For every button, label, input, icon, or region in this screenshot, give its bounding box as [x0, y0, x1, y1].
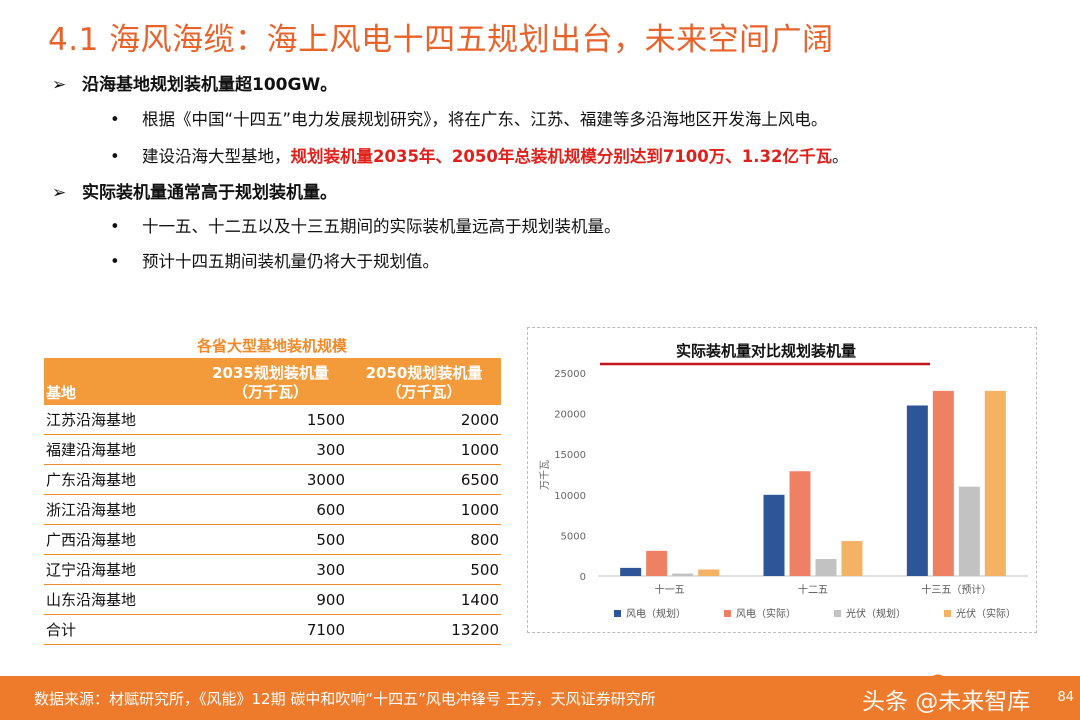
- column-header-2035: 2035规划装机量 （万千瓦）: [194, 358, 347, 405]
- table-cell-value: 300: [194, 554, 347, 585]
- y-tick-label: 15000: [554, 450, 586, 461]
- x-tick-label: 十三五（预计）: [921, 583, 991, 596]
- data-source: 数据来源：材赋研究所，《风能》12期 碳中和吹响“十四五”风电冲锋号 王芳，天风…: [34, 690, 656, 708]
- table-cell-base: 辽宁沿海基地: [44, 554, 194, 585]
- table-cell-base: 江苏沿海基地: [44, 405, 194, 435]
- table-cell-value: 13200: [347, 614, 501, 645]
- table-cell-value: 500: [347, 554, 501, 585]
- table-cell-value: 3000: [194, 464, 347, 495]
- chart-title: 实际装机量对比规划装机量: [676, 342, 856, 360]
- table-cell-value: 1400: [347, 584, 501, 615]
- table-cell-base: 山东沿海基地: [44, 584, 194, 615]
- bar-0-2: [672, 573, 694, 576]
- page-number: 84: [1057, 690, 1074, 705]
- bullet-item: • 建设沿海大型基地，规划装机量2035年、2050年总装机规模分别达到7100万…: [110, 147, 849, 166]
- base-capacity-table: 基地 2035规划装机量 （万千瓦） 2050规划装机量 （万千瓦） 江苏沿海基地 1…: [44, 358, 501, 645]
- table-caption: 各省大型基地装机规模: [196, 337, 347, 355]
- table-cell-value: 7100: [194, 614, 347, 645]
- bar-2-0: [906, 405, 928, 576]
- table-cell-value: 900: [194, 584, 347, 615]
- table-cell-value: 600: [194, 494, 347, 525]
- table-cell-base: 广东沿海基地: [44, 464, 194, 495]
- bar-2-1: [932, 390, 954, 576]
- table-cell-value: 500: [194, 524, 347, 555]
- bar-0-3: [698, 569, 720, 576]
- table-cell-value: 800: [347, 524, 501, 555]
- table-row: 福建沿海基地 300 1000: [44, 434, 501, 465]
- legend-label: 风电（规划）: [626, 607, 686, 620]
- capacity-comparison-chart: 实际装机量对比规划装机量 0 5000 10000 15000 20000 25000 万千瓦…: [527, 327, 1037, 633]
- bar-0-0: [620, 567, 642, 576]
- bullet-heading-1: ➢ 沿海基地规划装机量超100GW。: [52, 75, 338, 95]
- table-cell-value: 300: [194, 434, 347, 465]
- chart-svg: 实际装机量对比规划装机量 0 5000 10000 15000 20000 25000 万千瓦…: [539, 342, 1028, 620]
- bar-1-3: [841, 541, 863, 576]
- table-cell-value: 1500: [194, 405, 347, 435]
- legend-label: 光伏（规划）: [846, 607, 906, 620]
- table-header-row: 基地 2035规划装机量 （万千瓦） 2050规划装机量 （万千瓦）: [44, 358, 501, 405]
- column-header-base: 基地: [44, 358, 194, 405]
- y-axis-label: 万千瓦: [539, 460, 551, 490]
- table-row: 浙江沿海基地 600 1000: [44, 494, 501, 525]
- table-row: 合计 7100 13200: [44, 614, 501, 645]
- table-cell-value: 6500: [347, 464, 501, 495]
- dot-bullet-icon: •: [110, 147, 120, 166]
- table-cell-value: 2000: [347, 405, 501, 435]
- bar-1-0: [763, 494, 785, 576]
- bullet-item: • 十一五、十二五以及十三五期间的实际装机量远高于规划装机量。: [110, 217, 621, 236]
- y-tick-label: 20000: [554, 410, 586, 421]
- bar-1-1: [789, 471, 811, 576]
- table-cell-value: 1000: [347, 494, 501, 525]
- table-row: 广东沿海基地 3000 6500: [44, 464, 501, 495]
- bullet-item: • 根据《中国“十四五”电力发展规划研究》，将在广东、江苏、福建等多沿海地区开发海…: [110, 110, 828, 129]
- footer-bar: 数据来源：材赋研究所，《风能》12期 碳中和吹响“十四五”风电冲锋号 王芳，天风…: [0, 676, 1080, 720]
- table-cell-base: 浙江沿海基地: [44, 494, 194, 525]
- y-tick-label: 25000: [554, 369, 586, 380]
- arrow-bullet-icon: ➢: [52, 183, 67, 203]
- legend-swatch-0: [614, 610, 621, 617]
- bullet-heading-2: ➢ 实际装机量通常高于规划装机量。: [52, 183, 337, 203]
- dot-bullet-icon: •: [110, 110, 120, 129]
- x-tick-label: 十二五: [798, 583, 828, 596]
- legend-label: 风电（实际）: [736, 607, 796, 620]
- table-row: 江苏沿海基地 1500 2000: [44, 405, 501, 435]
- bar-2-2: [958, 486, 980, 576]
- bar-2-3: [984, 390, 1006, 576]
- table-row: 广西沿海基地 500 800: [44, 524, 501, 555]
- table-row: 辽宁沿海基地 300 500: [44, 554, 501, 585]
- highlight-text: 规划装机量2035年、2050年总装机规模分别达到7100万、1.32亿千瓦: [290, 147, 832, 166]
- table-row: 山东沿海基地 900 1400: [44, 584, 501, 615]
- y-tick-label: 0: [580, 572, 586, 583]
- page-title: 4.1 海风海缆：海上风电十四五规划出台，未来空间广阔: [48, 22, 834, 58]
- x-tick-label: 十一五: [655, 583, 685, 596]
- bullet-item: • 预计十四五期间装机量仍将大于规划值。: [110, 252, 439, 271]
- arrow-bullet-icon: ➢: [52, 75, 67, 95]
- legend-label: 光伏（实际）: [956, 607, 1016, 620]
- legend-swatch-2: [834, 610, 841, 617]
- bar-0-1: [646, 550, 668, 576]
- table-cell-value: 1000: [347, 434, 501, 465]
- dot-bullet-icon: •: [110, 217, 120, 236]
- column-header-2050: 2050规划装机量 （万千瓦）: [347, 358, 501, 405]
- bar-1-2: [815, 558, 837, 576]
- y-tick-label: 5000: [561, 531, 586, 542]
- table-cell-base: 广西沿海基地: [44, 524, 194, 555]
- dot-bullet-icon: •: [110, 252, 120, 271]
- y-tick-label: 10000: [554, 491, 586, 502]
- watermark: 头条 @未来智库: [862, 689, 1031, 715]
- table-cell-base: 合计: [44, 614, 194, 645]
- legend-swatch-1: [724, 610, 731, 617]
- legend-swatch-3: [944, 610, 951, 617]
- table-cell-base: 福建沿海基地: [44, 434, 194, 465]
